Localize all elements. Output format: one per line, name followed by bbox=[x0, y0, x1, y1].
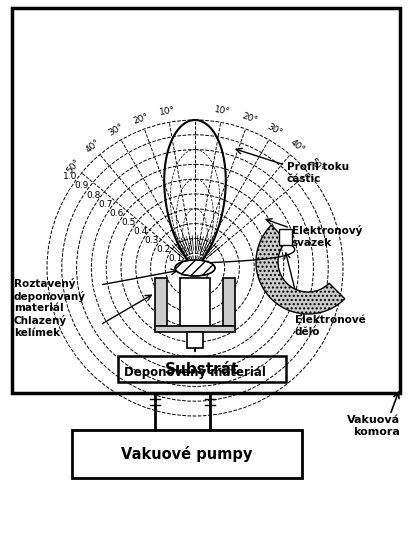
Bar bbox=[187, 332, 203, 348]
Text: 40°: 40° bbox=[84, 138, 102, 155]
Bar bbox=[155, 278, 167, 326]
Text: 0.7: 0.7 bbox=[98, 200, 112, 209]
Text: 0.4: 0.4 bbox=[133, 227, 147, 236]
Bar bbox=[155, 326, 235, 332]
Ellipse shape bbox=[175, 260, 215, 276]
Bar bbox=[180, 278, 210, 326]
Text: Roztavený
deponovaný
materiál: Roztavený deponovaný materiál bbox=[14, 278, 86, 313]
Bar bbox=[223, 278, 235, 326]
Text: 50°: 50° bbox=[65, 157, 82, 175]
Text: Elektronový
svazek: Elektronový svazek bbox=[292, 225, 363, 248]
Bar bbox=[72, 430, 302, 478]
Text: 20°: 20° bbox=[131, 112, 150, 125]
Bar bbox=[279, 229, 292, 245]
Text: 30°: 30° bbox=[106, 123, 125, 138]
Bar bbox=[12, 8, 400, 393]
Text: 30°: 30° bbox=[265, 123, 284, 138]
Text: 40°: 40° bbox=[288, 138, 306, 155]
Text: Chlazený
kelímek: Chlazený kelímek bbox=[14, 315, 67, 338]
Text: 10°: 10° bbox=[214, 106, 231, 117]
Text: 0.1: 0.1 bbox=[168, 254, 183, 264]
Text: Elektronové
dělo: Elektronové dělo bbox=[295, 315, 366, 336]
Text: 0.9: 0.9 bbox=[75, 181, 89, 191]
Text: 0.6: 0.6 bbox=[110, 209, 124, 218]
Polygon shape bbox=[256, 225, 345, 314]
Text: 1.0: 1.0 bbox=[63, 172, 77, 181]
Text: 50°: 50° bbox=[308, 157, 325, 175]
Text: Substrát: Substrát bbox=[165, 361, 239, 376]
Bar bbox=[118, 356, 286, 382]
Text: 10°: 10° bbox=[159, 106, 176, 117]
Text: Profil toku
částic: Profil toku částic bbox=[287, 162, 349, 184]
Text: 0.8: 0.8 bbox=[87, 191, 101, 200]
Text: Deponovaný materiál: Deponovaný materiál bbox=[124, 366, 266, 379]
Text: Vakuové pumpy: Vakuové pumpy bbox=[121, 446, 253, 462]
Text: 0.2: 0.2 bbox=[157, 245, 171, 254]
Text: 0.5: 0.5 bbox=[121, 218, 136, 227]
Text: 0.3: 0.3 bbox=[145, 236, 159, 245]
Text: Vakuová
komora: Vakuová komora bbox=[347, 415, 400, 437]
Text: 20°: 20° bbox=[240, 112, 258, 125]
